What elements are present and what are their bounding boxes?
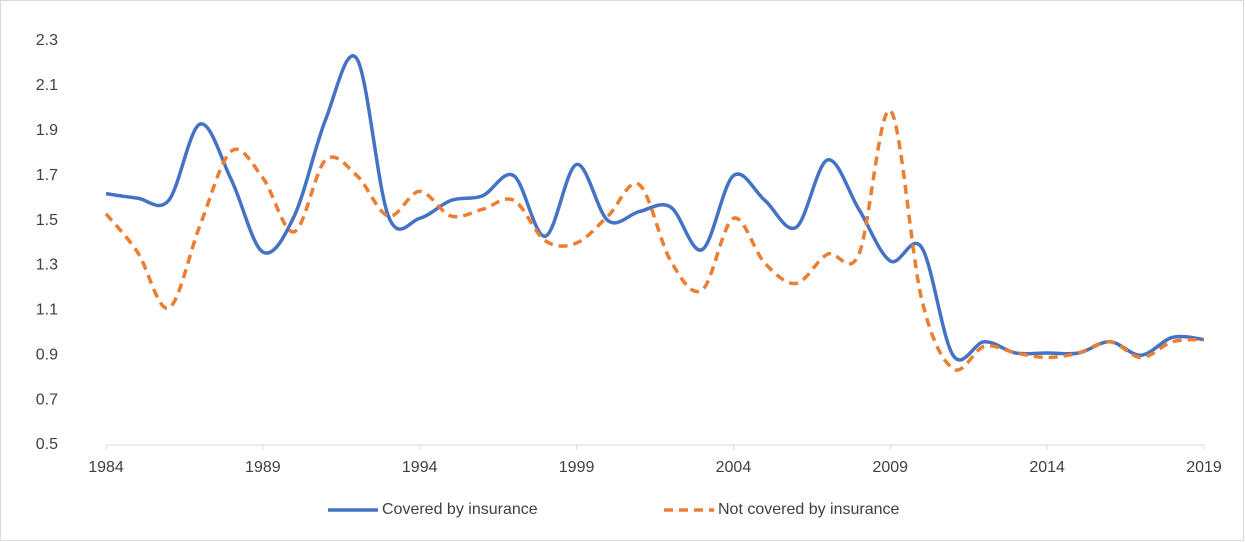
- y-tick-label: 1.5: [36, 212, 58, 229]
- x-tick-label: 2009: [872, 459, 908, 476]
- y-tick-label: 1.1: [36, 302, 58, 319]
- legend-label: Covered by insurance: [382, 501, 538, 518]
- y-tick-label: 1.7: [36, 167, 58, 184]
- x-tick-label: 2004: [716, 459, 752, 476]
- y-tick-label: 0.7: [36, 391, 58, 408]
- x-tick-label: 1984: [88, 459, 124, 476]
- x-tick-label: 2014: [1029, 459, 1065, 476]
- y-tick-label: 0.9: [36, 346, 58, 363]
- legend-label: Not covered by insurance: [718, 501, 900, 518]
- x-tick-label: 1999: [559, 459, 595, 476]
- series-line: [104, 108, 1205, 372]
- y-tick-label: 1.3: [36, 257, 58, 274]
- y-tick-label: 2.1: [36, 77, 58, 94]
- y-tick-label: 0.5: [36, 436, 58, 453]
- y-tick-label: 2.3: [36, 32, 58, 49]
- x-tick-label: 1994: [402, 459, 438, 476]
- y-tick-label: 1.9: [36, 122, 58, 139]
- x-tick-label: 1989: [245, 459, 281, 476]
- x-tick-label: 2019: [1186, 459, 1222, 476]
